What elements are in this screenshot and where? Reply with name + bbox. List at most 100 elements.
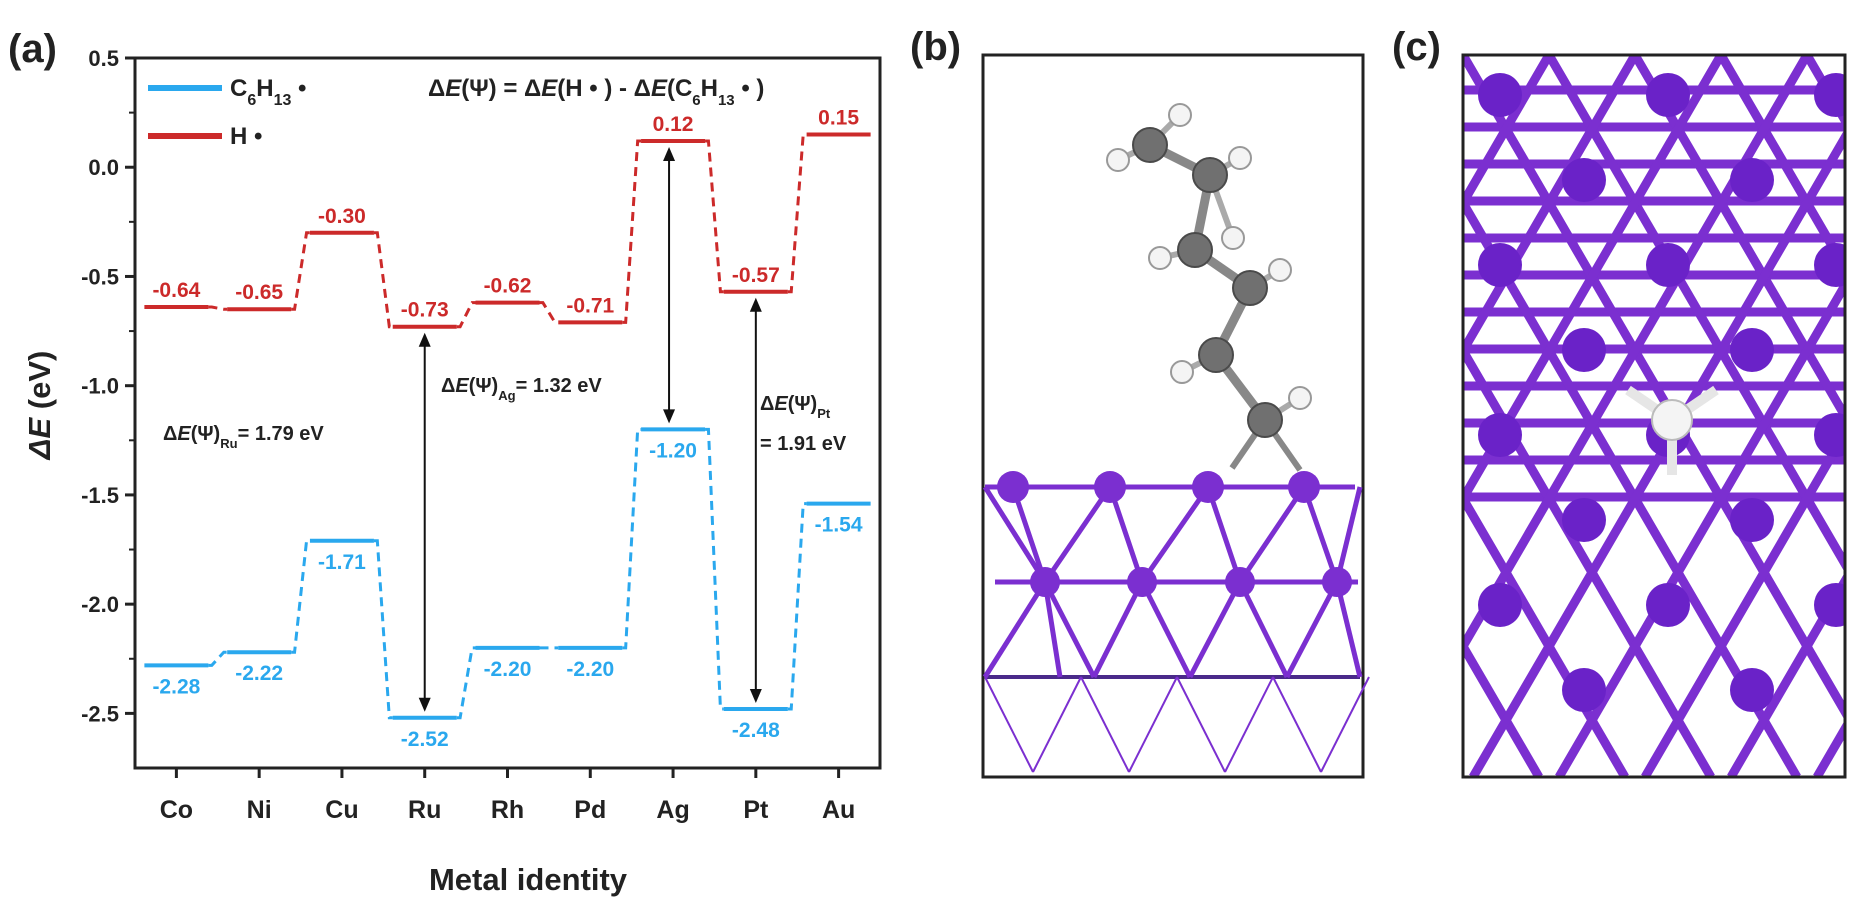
bond <box>355 55 775 777</box>
x-axis-title: Metal identity <box>429 862 628 897</box>
bond <box>984 676 1034 773</box>
metal-atom <box>1478 583 1522 627</box>
level-value-label: -2.52 <box>401 728 449 751</box>
level-value-label: -0.71 <box>566 294 614 317</box>
bond <box>982 485 1048 584</box>
hydrogen-atom <box>1288 386 1312 410</box>
connector <box>456 646 476 720</box>
panel-label-a: (a) <box>8 27 57 71</box>
connector <box>291 539 310 654</box>
metal-atom <box>1562 668 1606 712</box>
bond <box>1176 676 1226 773</box>
bond <box>1187 580 1243 679</box>
bond <box>1010 486 1048 583</box>
level-value-label: -1.71 <box>318 551 366 574</box>
y-tick-label: 0.5 <box>88 46 119 71</box>
y-tick-label: -2.5 <box>81 701 119 726</box>
bond <box>1139 580 1193 679</box>
hydrogen-atom <box>1170 360 1194 384</box>
arrow-head-down <box>749 689 762 704</box>
connector <box>291 231 310 311</box>
legend-label-c6h13: C6H13 • <box>230 75 306 109</box>
metal-atom <box>1730 498 1774 542</box>
connector <box>787 132 807 294</box>
bond <box>1080 676 1130 773</box>
energy-levels: -2.28 -2.22 -1.71 -2.52 -2.20 -2.20 -1.20 -2.48… <box>144 106 871 751</box>
bond <box>1091 580 1145 679</box>
y-tick-label: -0.5 <box>81 264 119 289</box>
panel-c-frame <box>1461 53 1847 779</box>
connector <box>456 301 476 329</box>
hydrogen-atom <box>1268 258 1292 282</box>
bond <box>1727 572 1845 777</box>
bond <box>1301 486 1340 583</box>
bond <box>1555 276 1845 777</box>
panel-b-frame <box>981 53 1365 779</box>
hydrogen-atom <box>1148 246 1172 270</box>
arrow-head-down <box>418 697 431 712</box>
annotation-ru: ΔE(Ψ)Ru= 1.79 eV <box>163 423 324 451</box>
metal-atom <box>1814 583 1845 627</box>
panel-label-b: (b) <box>910 25 961 69</box>
carbon-atom <box>1192 157 1228 193</box>
level-value-label: -0.65 <box>235 281 283 304</box>
y-tick-label: -1.5 <box>81 483 119 508</box>
metal-atom <box>1646 73 1690 117</box>
metal-atom <box>1562 328 1606 372</box>
metal-atom <box>1225 567 1255 597</box>
legend-label-h: H • <box>230 123 262 150</box>
level-value-label: -1.20 <box>649 439 697 462</box>
metal-atom <box>1562 158 1606 202</box>
series-h: -0.64 -0.65 -0.30 -0.73 -0.62 -0.71 0.12 -0.57 0… <box>144 106 871 329</box>
level-value-label: -2.28 <box>152 675 200 698</box>
level-value-label: -2.22 <box>235 662 283 685</box>
bond <box>1717 55 1845 278</box>
bond <box>1139 485 1211 584</box>
bond <box>1128 676 1178 773</box>
carbon-atom <box>1177 232 1213 268</box>
annotation-pt-line1: ΔE(Ψ)Pt <box>760 393 831 421</box>
energy-level-chart: 0.5 0.0 -0.5 -1.0 -1.5 -2.0 -2.5 Co Ni Cu Ru Rh Pd A… <box>22 46 882 897</box>
metal-atom <box>1192 471 1224 503</box>
hydrogen-atom <box>1106 148 1130 172</box>
bond <box>1463 637 1543 777</box>
x-tick-label: Pd <box>574 796 606 824</box>
metal-atom <box>1322 567 1352 597</box>
bond <box>1237 580 1290 679</box>
metal-atom <box>1478 413 1522 457</box>
carbon-atom <box>1247 402 1283 438</box>
structure-top-view <box>97 53 1847 779</box>
metal-atom <box>1562 498 1606 542</box>
hydrogen-atom <box>1168 103 1192 127</box>
level-value-label: -0.64 <box>152 279 200 302</box>
metal-slab-side <box>982 471 1370 773</box>
metal-atom <box>997 471 1029 503</box>
level-value-label: -2.20 <box>566 658 614 681</box>
bond <box>1205 486 1243 583</box>
bond <box>269 55 689 777</box>
bond <box>1042 580 1097 679</box>
bond <box>1334 486 1363 583</box>
connector <box>539 301 559 324</box>
connector <box>705 427 724 711</box>
metal-atom <box>1646 243 1690 287</box>
level-value-label: -0.30 <box>318 205 366 228</box>
y-tick-label: -1.0 <box>81 374 119 399</box>
carbon-atom <box>1232 270 1268 306</box>
formula: ΔE(Ψ) = ΔE(H • ) - ΔE(C6H13 • ) <box>428 75 764 109</box>
connector <box>622 139 642 324</box>
bond <box>982 580 1048 679</box>
arrow-head-up <box>418 332 431 347</box>
annotation-ag: ΔE(Ψ)Ag= 1.32 eV <box>441 375 602 403</box>
level-value-label: -2.48 <box>732 719 780 742</box>
hydrogen-atom <box>1228 146 1252 170</box>
connector <box>373 231 393 329</box>
bond <box>1042 485 1113 584</box>
x-tick-label: Ag <box>656 796 689 824</box>
bond <box>97 55 517 777</box>
series-c6h13: -2.28 -2.22 -1.71 -2.52 -2.20 -2.20 -1.20 -2.48… <box>144 427 871 751</box>
y-axis: 0.5 0.0 -0.5 -1.0 -1.5 -2.0 -2.5 <box>81 46 135 726</box>
bond <box>1641 424 1845 777</box>
hydrogen-atom <box>1651 399 1693 441</box>
arrow-head-up <box>663 147 676 162</box>
